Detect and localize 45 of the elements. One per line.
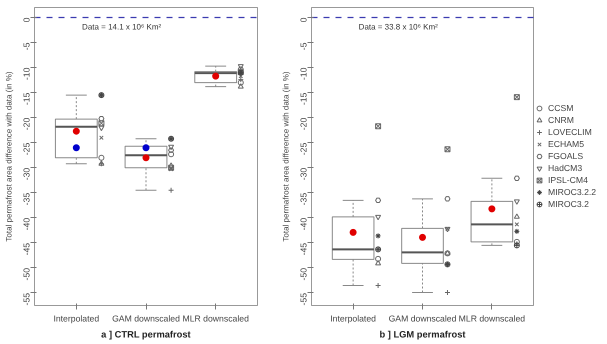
y-tick-label: -10: [22, 67, 32, 80]
legend-label: LOVECLIM: [548, 127, 592, 137]
legend-label: CNRM: [548, 115, 574, 125]
y-tick-label: -5: [22, 42, 32, 50]
legend-label: CCSM: [548, 103, 574, 113]
y-tick-label: -35: [22, 192, 32, 206]
text: a ] CTRL permafrost: [101, 330, 191, 340]
y-tick-label: -55: [22, 292, 32, 306]
y-tick-label: -45: [22, 242, 32, 256]
y-tick-label: -10: [298, 67, 308, 80]
y-tick-label: -25: [298, 142, 308, 156]
y-tick-label: -55: [298, 292, 308, 306]
y-tick-label: -30: [298, 168, 308, 180]
legend-label: MIROC3.2.2: [548, 187, 596, 197]
y-tick-label: -5: [298, 42, 308, 50]
legend-label: ECHAM5: [548, 139, 584, 149]
x-tick-label: Interpolated: [330, 314, 376, 324]
y-tick-label: -50: [22, 268, 32, 280]
y-tick-label: -15: [22, 92, 32, 106]
annotation: Data = 14.1 x 10⁶ Km²: [82, 22, 162, 32]
y-axis-title: Total permafrost area difference with data (in %): [4, 71, 14, 242]
y-tick-label: -30: [22, 168, 32, 180]
y-tick-label: -45: [298, 242, 308, 256]
legend-label: MIROC3.2: [548, 199, 589, 209]
y-tick-label: -50: [298, 268, 308, 280]
y-tick-label: -35: [298, 192, 308, 206]
y-tick-label: -40: [298, 218, 308, 230]
x-tick-label: MLR downscaled: [182, 314, 250, 324]
y-tick-label: 0: [22, 17, 32, 22]
legend-label: FGOALS: [548, 151, 584, 161]
y-tick-label: -25: [22, 142, 32, 156]
y-tick-label: -20: [22, 118, 32, 130]
x-tick-label: GAM downscaled: [388, 314, 457, 324]
y-tick-label: -15: [298, 92, 308, 106]
y-axis-title: Total permafrost area difference with data (in %): [282, 71, 290, 242]
annotation: Data = 33.8 x 10⁶ Km²: [358, 22, 438, 32]
y-tick-label: -20: [298, 118, 308, 130]
x-tick-label: Interpolated: [53, 314, 100, 324]
legend-label: HadCM3: [548, 163, 582, 173]
y-tick-label: -40: [22, 218, 32, 230]
y-tick-label: 0: [298, 17, 308, 22]
x-tick-label: GAM downscaled: [112, 314, 180, 324]
legend-label: IPSL-CM4: [548, 175, 588, 185]
text: b ] LGM permafrost: [379, 330, 466, 340]
x-tick-label: MLR downscaled: [458, 314, 526, 324]
